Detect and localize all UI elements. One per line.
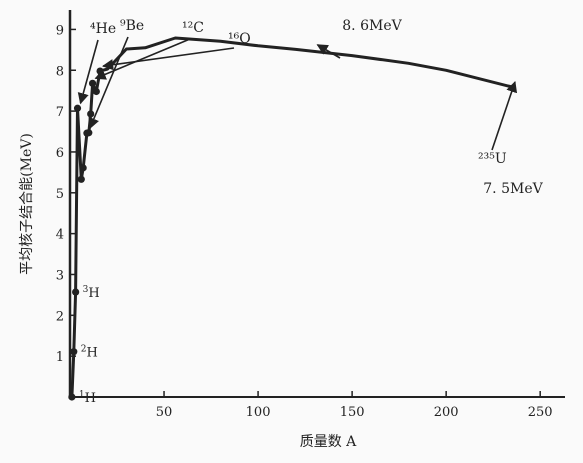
annotation-arrow	[491, 80, 518, 151]
annotation-arrow	[77, 39, 99, 105]
y-tick-label: 6	[56, 146, 64, 161]
data-point-label: 1H	[79, 390, 96, 406]
y-tick-label: 3	[56, 268, 64, 283]
annotation-label: 7. 5MeV	[483, 181, 543, 197]
data-point	[68, 393, 76, 401]
annotation-arrow	[316, 44, 341, 59]
annotation-label: ⁹Be	[120, 18, 144, 34]
y-tick-label: 4	[56, 228, 64, 243]
data-point-label: 3H	[83, 285, 100, 301]
x-tick-label: 100	[246, 405, 271, 420]
annotation-arrow	[94, 38, 191, 80]
y-axis-ticks: 1 2 3 4 5 6 7 8 9	[56, 23, 76, 365]
x-axis-label: 质量数 A	[300, 434, 357, 450]
annotation-label: ¹²C	[182, 20, 204, 36]
series-line	[70, 36, 514, 399]
data-point	[85, 129, 93, 137]
data-point	[88, 79, 97, 87]
data-point-label: 2H	[81, 345, 98, 361]
annotation-label: ¹⁶O	[228, 31, 251, 47]
annotation-label: 8. 6MeV	[342, 18, 402, 34]
data-point	[70, 348, 78, 356]
y-tick-label: 9	[56, 23, 64, 38]
annotations: ⁴He ⁹Be ¹²C ¹⁶O 8. 6MeV ²³⁵U 7. 5MeV	[77, 18, 544, 197]
data-points: 1H 2H 3H	[68, 67, 104, 406]
x-tick-label: 150	[340, 405, 365, 420]
annotation-arrow	[101, 47, 235, 71]
x-tick-label: 250	[528, 405, 553, 420]
y-tick-label: 7	[56, 105, 64, 120]
data-point	[87, 110, 95, 118]
axes	[68, 10, 565, 398]
data-point	[96, 67, 104, 75]
data-point	[92, 87, 100, 96]
x-tick-label: 50	[156, 405, 173, 420]
y-tick-label: 5	[56, 187, 64, 202]
y-tick-label: 1	[56, 350, 64, 365]
data-point	[79, 164, 87, 172]
data-point	[72, 288, 80, 296]
x-tick-label: 200	[434, 405, 459, 420]
y-tick-label: 2	[56, 309, 64, 324]
data-point	[77, 175, 85, 183]
y-axis-label: 平均核子结合能(MeV)	[19, 133, 35, 275]
y-tick-label: 8	[56, 64, 64, 79]
x-axis-ticks: 50 100 150 200 250	[156, 391, 553, 420]
annotation-label: ⁴He	[90, 21, 116, 37]
data-point	[73, 104, 82, 112]
series	[70, 36, 514, 399]
annotation-arrow	[88, 36, 129, 130]
annotation-label: ²³⁵U	[478, 151, 507, 167]
